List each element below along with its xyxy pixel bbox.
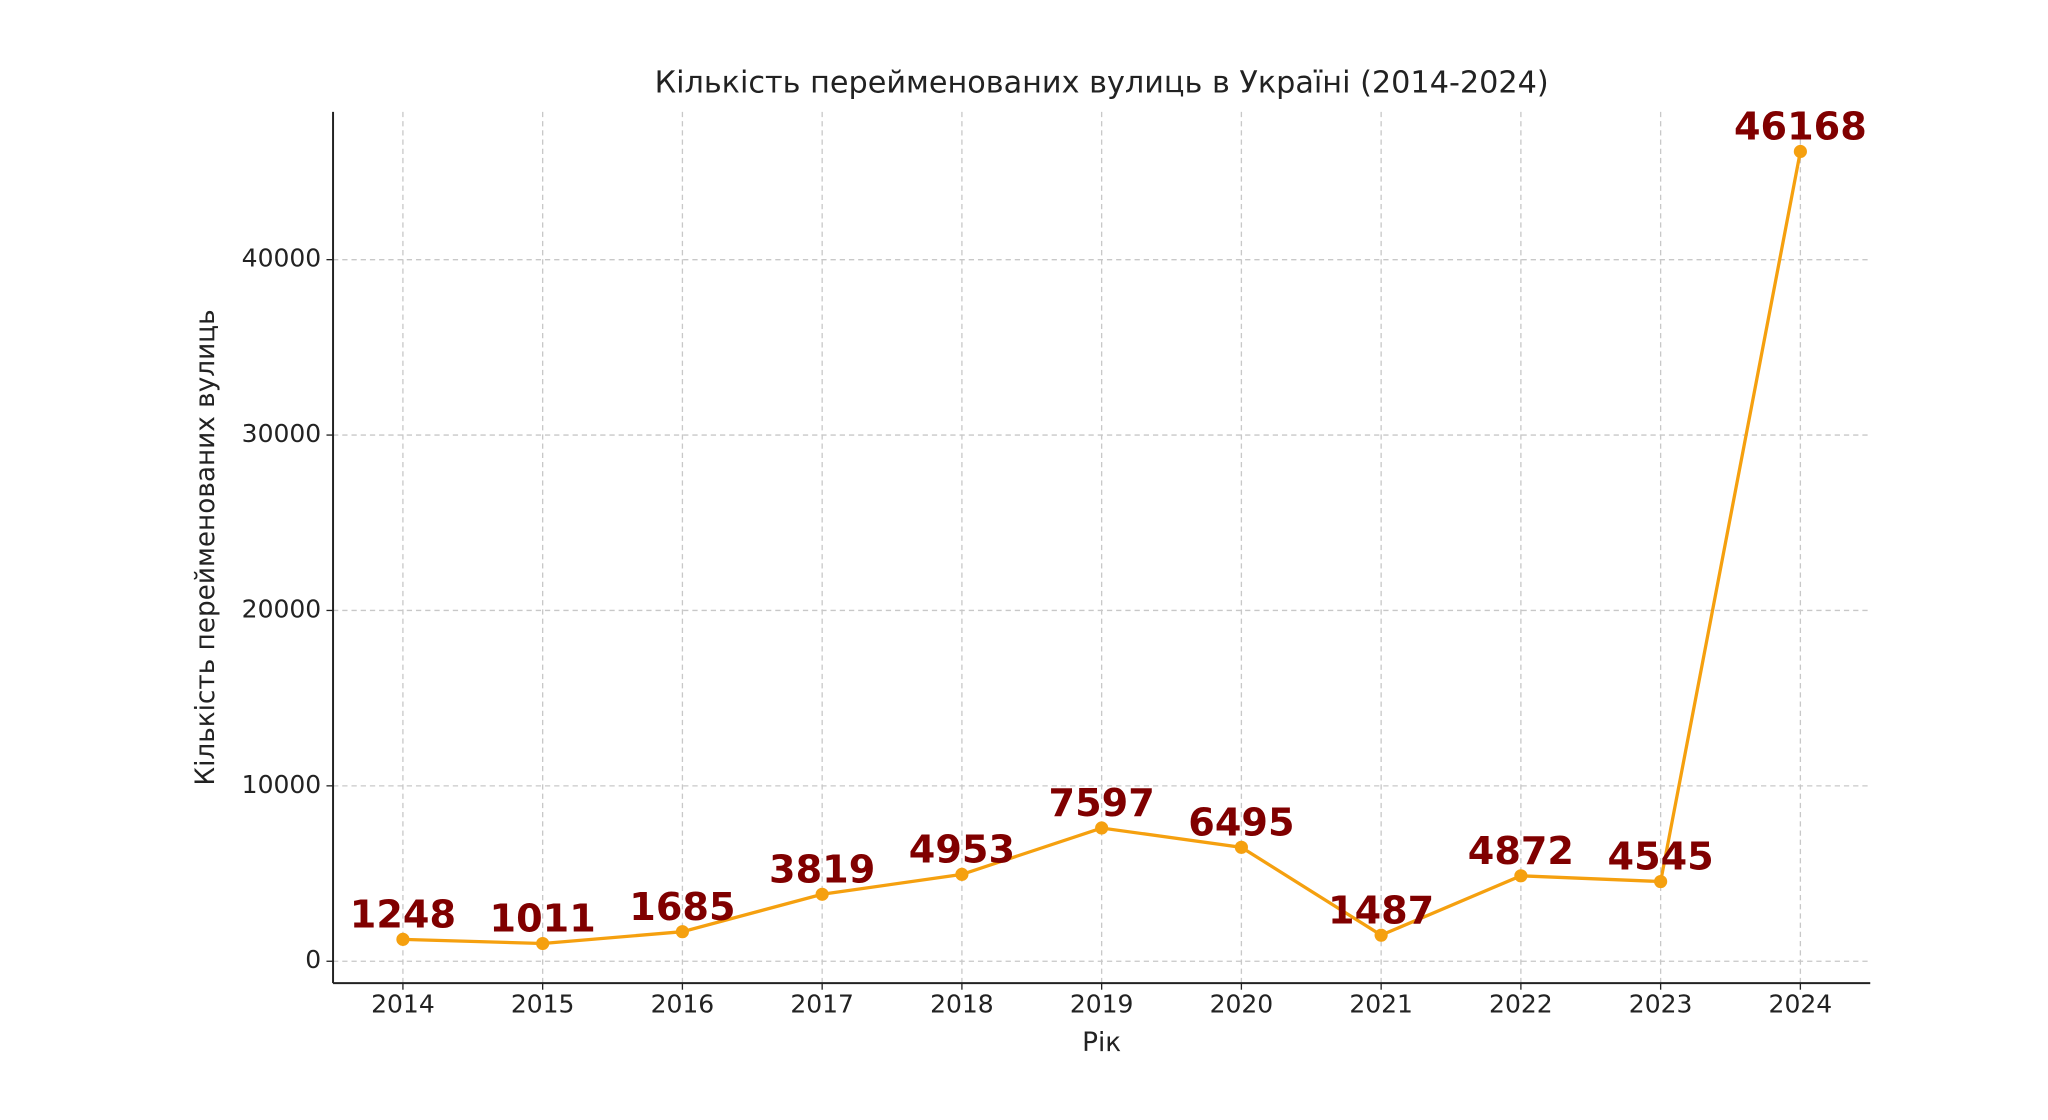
y-tick-label: 20000 [242, 594, 322, 623]
point [1095, 821, 1109, 835]
value-label: 46168 [1734, 105, 1867, 149]
value-label: 4872 [1468, 829, 1574, 873]
x-tick-label: 2014 [371, 989, 435, 1018]
y-tick-label: 0 [305, 945, 321, 974]
x-tick-label: 2022 [1489, 989, 1553, 1018]
point [1514, 869, 1528, 883]
value-label: 1248 [350, 892, 456, 936]
y-tick-label: 30000 [242, 419, 322, 448]
chart-title: Кількість перейменованих вулиць в Україн… [655, 66, 1549, 101]
x-tick-label: 2023 [1629, 989, 1693, 1018]
point [815, 887, 829, 901]
point [1234, 840, 1248, 854]
x-tick-label: 2017 [790, 989, 854, 1018]
value-label: 7597 [1049, 781, 1155, 825]
point [396, 932, 410, 946]
value-label: 1011 [490, 897, 596, 941]
value-label: 1685 [629, 885, 735, 929]
x-tick-label: 2024 [1769, 989, 1833, 1018]
value-label: 3819 [769, 847, 875, 891]
value-label: 1487 [1328, 888, 1434, 932]
point [1654, 874, 1668, 889]
point [536, 936, 550, 951]
x-tick-label: 2019 [1070, 989, 1134, 1018]
x-tick-label: 2015 [511, 989, 575, 1018]
x-tick-label: 2021 [1349, 989, 1413, 1018]
point [1374, 928, 1388, 942]
value-label: 6495 [1188, 800, 1294, 844]
x-tick-label: 2020 [1210, 989, 1274, 1018]
point [675, 925, 689, 939]
value-label: 4953 [909, 828, 1015, 872]
x-tick-label: 2018 [930, 989, 994, 1018]
y-tick-label: 10000 [242, 770, 322, 799]
x-tick-label: 2016 [651, 989, 715, 1018]
value-label: 4545 [1608, 835, 1714, 879]
y-axis-label: Кількість перейменованих вулиць [191, 309, 221, 785]
point [1793, 144, 1807, 159]
x-axis-label: Рік [1082, 1028, 1121, 1058]
y-tick-label: 40000 [242, 244, 322, 273]
point [955, 867, 969, 881]
